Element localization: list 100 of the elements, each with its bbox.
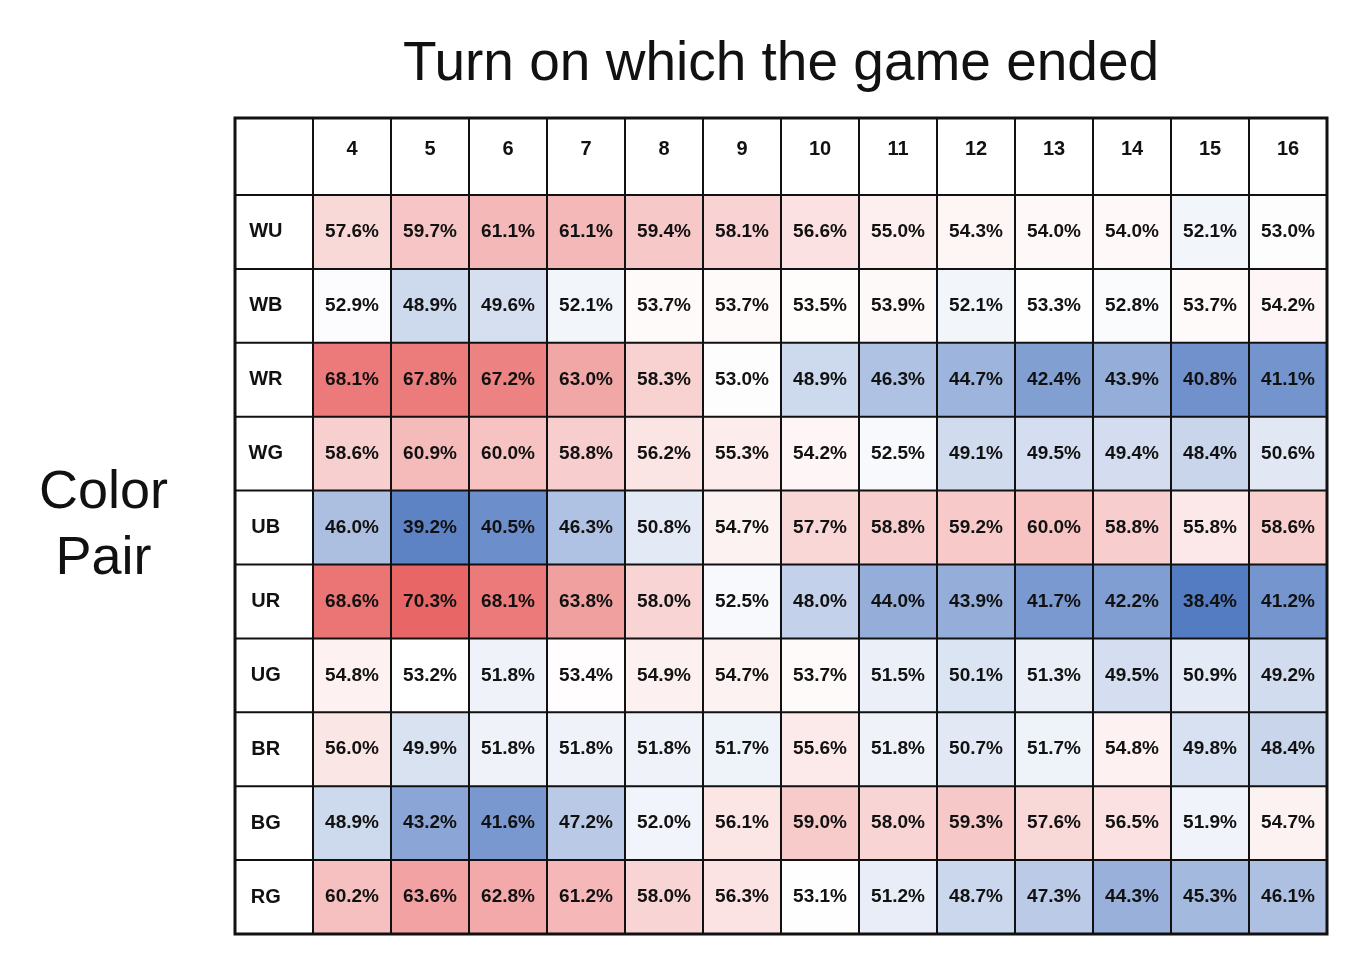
data-label: 52.1% [559,294,614,316]
data-label: 54.0% [1027,220,1082,242]
data-label: 55.8% [1183,515,1238,537]
x-tick-label: 11 [887,136,909,159]
data-label: 49.1% [949,441,1004,463]
data-label: 48.4% [1261,737,1316,759]
data-label: 41.1% [1261,367,1316,389]
data-label: 54.8% [1105,737,1160,759]
data-label: 41.2% [1261,589,1316,611]
data-label: 62.8% [481,885,536,907]
data-label: 54.2% [793,441,848,463]
data-label: 60.0% [1027,515,1082,537]
data-label: 60.9% [403,441,458,463]
y-tick-label: BG [250,810,281,833]
data-label: 58.8% [1105,515,1160,537]
data-label: 57.6% [325,220,380,242]
data-label: 54.7% [1261,811,1316,833]
data-label: 55.3% [715,441,770,463]
data-label: 57.7% [793,515,848,537]
data-label: 47.3% [1027,885,1082,907]
data-label: 58.6% [1261,515,1316,537]
data-label: 39.2% [403,515,458,537]
data-label: 54.2% [1261,294,1316,316]
x-tick-label: 12 [964,136,988,159]
data-label: 70.3% [403,589,458,611]
x-tick-label: 13 [1042,136,1066,159]
data-label: 58.0% [637,589,692,611]
data-label: 68.1% [481,589,536,611]
data-label: 59.3% [949,811,1004,833]
data-label: 52.5% [871,441,926,463]
data-label: 41.6% [481,811,536,833]
data-label: 53.3% [1027,294,1082,316]
data-label: 51.3% [1027,663,1082,685]
data-label: 54.7% [715,515,770,537]
data-label: 46.1% [1261,885,1316,907]
x-tick-label: 9 [736,136,748,159]
data-label: 53.9% [871,294,926,316]
data-label: 56.3% [715,885,770,907]
data-label: 40.5% [481,515,536,537]
y-tick-label: BR [251,736,281,759]
data-label: 63.8% [559,589,614,611]
data-label: 58.0% [871,811,926,833]
x-tick-label: 5 [424,136,436,159]
data-label: 51.7% [715,737,770,759]
data-label: 58.0% [637,885,692,907]
y-tick-label: UG [250,662,281,685]
x-tick-label: 4 [346,136,359,159]
y-tick-label: WB [249,293,283,316]
data-label: 43.9% [949,589,1004,611]
data-label: 60.0% [481,441,536,463]
data-label: 53.0% [1261,220,1316,242]
data-label: 43.9% [1105,367,1160,389]
data-label: 45.3% [1183,885,1238,907]
x-tick-label: 8 [658,136,670,159]
data-label: 38.4% [1183,589,1238,611]
x-tick-label: 14 [1120,136,1144,159]
y-axis-title: Color Pair [38,458,169,585]
data-label: 51.2% [871,885,926,907]
data-label: 42.2% [1105,589,1160,611]
data-label: 48.0% [793,589,848,611]
data-label: 59.4% [637,220,692,242]
x-axis-title: Turn on which the game ended [402,30,1160,92]
data-label: 49.5% [1105,663,1160,685]
data-label: 54.9% [637,663,692,685]
data-label: 53.2% [403,663,458,685]
data-label: 56.1% [715,811,770,833]
data-label: 50.6% [1261,441,1316,463]
data-label: 52.8% [1105,294,1160,316]
data-label: 44.0% [871,589,926,611]
data-label: 68.1% [325,367,380,389]
data-label: 51.9% [1183,811,1238,833]
y-tick-label: WG [248,441,283,464]
data-label: 50.9% [1183,663,1238,685]
data-label: 46.3% [871,367,926,389]
data-label: 44.7% [949,367,1004,389]
data-label: 48.4% [1183,441,1238,463]
data-label: 49.8% [1183,737,1238,759]
data-label: 53.1% [793,885,848,907]
data-label: 53.4% [559,663,614,685]
data-label: 57.6% [1027,811,1082,833]
data-label: 46.0% [325,515,380,537]
data-label: 49.9% [403,737,458,759]
data-label: 52.5% [715,589,770,611]
data-label: 58.1% [715,220,770,242]
data-label: 58.3% [637,367,692,389]
data-label: 53.7% [715,294,770,316]
data-label: 51.8% [481,663,536,685]
data-label: 52.0% [637,811,692,833]
data-label: 51.7% [1027,737,1082,759]
data-label: 60.2% [325,885,380,907]
data-label: 51.8% [637,737,692,759]
y-tick-label: WU [249,219,283,242]
x-tick-label: 15 [1198,136,1222,159]
data-label: 54.8% [325,663,380,685]
data-label: 68.6% [325,589,380,611]
data-label: 50.8% [637,515,692,537]
data-label: 58.8% [871,515,926,537]
data-label: 53.7% [793,663,848,685]
data-label: 54.0% [1105,220,1160,242]
data-label: 56.5% [1105,811,1160,833]
